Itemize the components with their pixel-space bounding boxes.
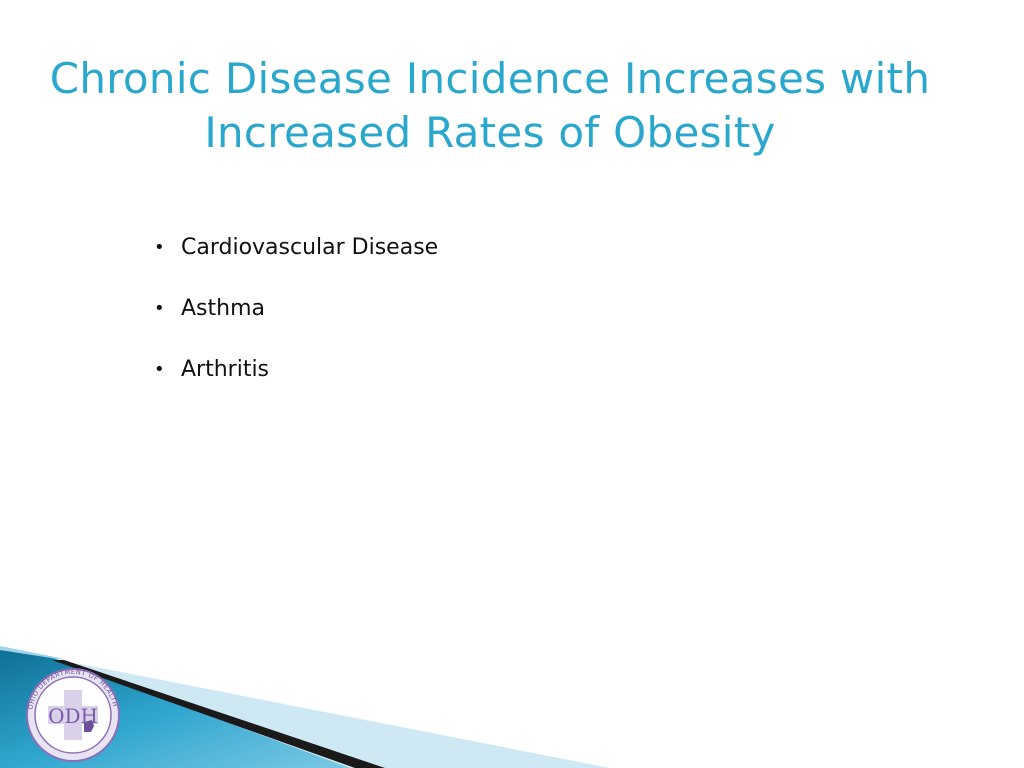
title-line-2: Increased Rates of Obesity — [204, 108, 776, 157]
bullet-text: Arthritis — [181, 357, 270, 382]
bullet-dot-icon: • — [154, 237, 165, 258]
title-line-1: Chronic Disease Incidence Increases with — [49, 54, 931, 103]
bullet-list: • Cardiovascular Disease • Asthma • Arth… — [154, 232, 438, 415]
bullet-dot-icon: • — [154, 359, 165, 380]
slide-title: Chronic Disease Incidence Increases with… — [0, 52, 980, 160]
footer-dark-stripe — [52, 660, 385, 768]
seal-monogram: ODH — [48, 704, 98, 728]
odh-seal-icon: OHIO DEPARTMENT OF HEALTH ODH — [26, 668, 120, 762]
bullet-text: Asthma — [181, 296, 265, 321]
bullet-item: • Arthritis — [154, 354, 438, 415]
bullet-item: • Cardiovascular Disease — [154, 232, 438, 293]
bullet-dot-icon: • — [154, 298, 165, 319]
bullet-item: • Asthma — [154, 293, 438, 354]
bullet-text: Cardiovascular Disease — [181, 235, 439, 260]
